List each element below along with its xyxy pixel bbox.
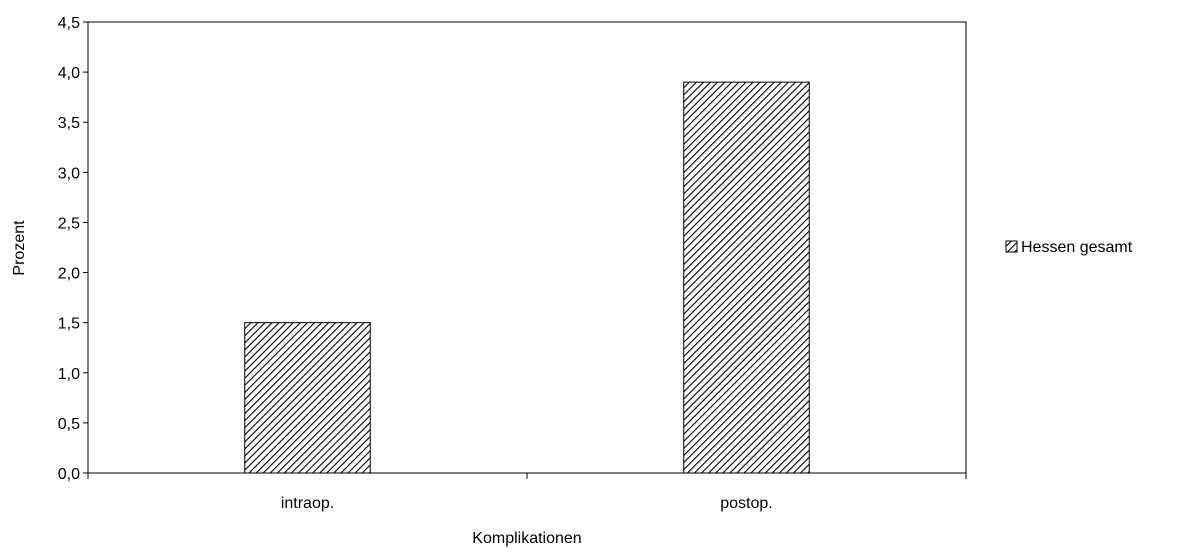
y-tick-label: 0,0 (58, 466, 80, 483)
legend-label: Hessen gesamt (1021, 239, 1133, 256)
y-tick-label: 4,5 (58, 15, 80, 32)
y-tick-label: 0,5 (58, 416, 80, 433)
legend-swatch (1005, 240, 1018, 253)
y-tick-label: 2,0 (58, 266, 80, 283)
bar-intraop (244, 322, 371, 474)
plot-area (87, 21, 967, 474)
bar-postop (683, 81, 810, 474)
y-axis-title: Prozent (11, 220, 28, 276)
x-axis-title: Komplikationen (472, 530, 581, 547)
y-tick-label: 1,0 (58, 366, 80, 383)
y-tick-label: 1,5 (58, 316, 80, 333)
y-tick-label: 4,0 (58, 65, 80, 82)
y-tick-label: 3,0 (58, 165, 80, 182)
y-tick-label: 3,5 (58, 115, 80, 132)
x-tick-label: intraop. (281, 495, 334, 512)
x-tick-label: postop. (720, 495, 772, 512)
legend: Hessen gesamt (1005, 239, 1133, 256)
y-tick-label: 2,5 (58, 215, 80, 232)
